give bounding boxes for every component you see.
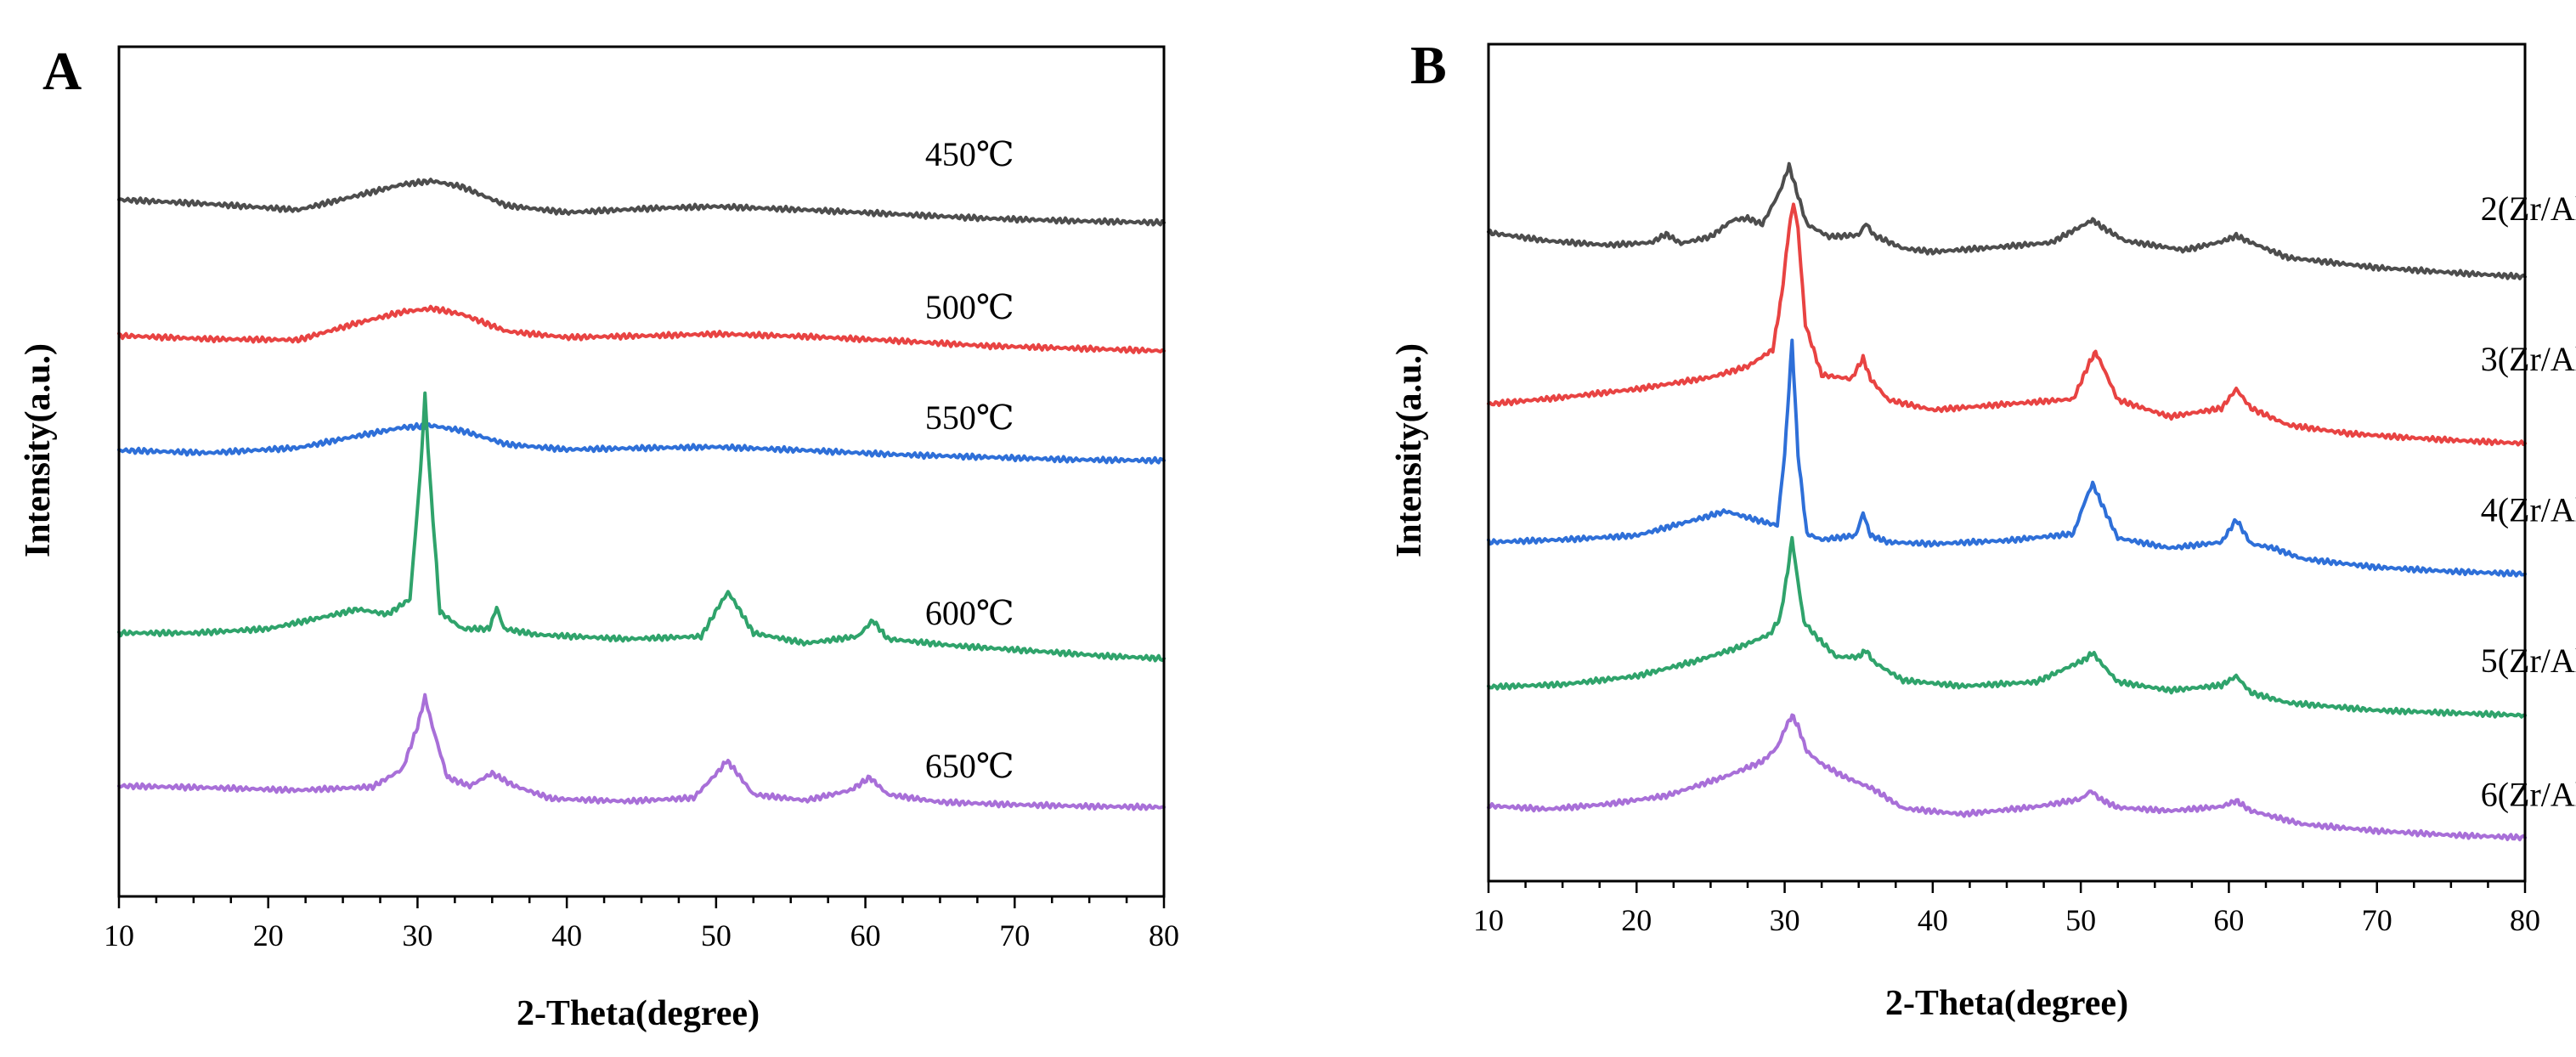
- panel-b-x-ticks: [1487, 881, 2527, 893]
- panel-b-x-axis-title: 2-Theta(degree): [1885, 984, 2128, 1023]
- x-tick-label: 20: [1621, 903, 1652, 937]
- series-label: 6(Zr/Al): [2481, 775, 2576, 813]
- series-label: 4(Zr/Al): [2481, 490, 2576, 528]
- panel-a-x-tick-labels: 10 20 30 40 50 60 70 80: [104, 919, 1179, 952]
- panel-b-y-axis-title: Intensity(a.u.): [1390, 343, 1429, 557]
- panel-a-y-axis-title: Intensity(a.u.): [19, 343, 58, 557]
- x-tick-label: 50: [701, 919, 732, 952]
- x-tick-label: 10: [1473, 903, 1504, 937]
- series-line: [117, 421, 1166, 465]
- series-line: [117, 391, 1166, 663]
- x-tick-label: 70: [2362, 903, 2392, 937]
- series-label: 500℃: [925, 288, 1014, 326]
- chart-panel-a: A Intensity(a.u.) 2-Theta(degree) 10 20 30…: [19, 41, 1179, 1033]
- series-line: [1487, 202, 2527, 447]
- x-tick-label: 30: [402, 919, 432, 952]
- x-tick-label: 50: [2065, 903, 2096, 937]
- panel-a-label: A: [42, 41, 82, 101]
- series-label: 450℃: [925, 135, 1014, 173]
- chart-panel-b: B Intensity(a.u.) 2-Theta(degree) 10 20 30…: [1390, 35, 2576, 1023]
- panel-a-x-axis-title: 2-Theta(degree): [517, 994, 760, 1033]
- panel-a-series: [117, 178, 1166, 811]
- x-tick-label: 40: [551, 919, 582, 952]
- panel-b-label: B: [1410, 35, 1447, 95]
- panel-b-series: [1487, 161, 2527, 842]
- x-tick-label: 30: [1770, 903, 1800, 937]
- series-line: [117, 692, 1166, 811]
- x-tick-label: 60: [850, 919, 881, 952]
- x-tick-label: 60: [2213, 903, 2244, 937]
- panel-a-series-labels: 450℃ 500℃ 550℃ 600℃ 650℃: [925, 135, 1014, 785]
- series-label: 5(Zr/Al): [2481, 642, 2576, 680]
- series-line: [117, 304, 1166, 354]
- series-line: [1487, 713, 2527, 842]
- panel-a-x-ticks: [117, 896, 1166, 908]
- panel-a-plot-frame: [117, 45, 1166, 898]
- series-label: 600℃: [925, 594, 1014, 632]
- panel-b-plot-frame: [1487, 42, 2527, 883]
- x-tick-label: 80: [2510, 903, 2540, 937]
- series-line: [117, 178, 1166, 227]
- x-tick-label: 80: [1149, 919, 1179, 952]
- panel-b-series-labels: 2(Zr/Al) 3(Zr/Al) 4(Zr/Al) 5(Zr/Al) 6(Zr/Al): [2481, 189, 2576, 813]
- series-label: 3(Zr/Al): [2481, 340, 2576, 378]
- panel-b-x-tick-labels: 10 20 30 40 50 60 70 80: [1473, 903, 2540, 937]
- x-tick-label: 40: [1918, 903, 1948, 937]
- x-tick-label: 20: [253, 919, 284, 952]
- series-line: [1487, 535, 2527, 719]
- series-label: 2(Zr/Al): [2481, 189, 2576, 228]
- series-line: [1487, 338, 2527, 578]
- series-label: 550℃: [925, 398, 1014, 437]
- x-tick-label: 10: [104, 919, 134, 952]
- x-tick-label: 70: [999, 919, 1030, 952]
- series-line: [1487, 161, 2527, 280]
- series-label: 650℃: [925, 747, 1014, 785]
